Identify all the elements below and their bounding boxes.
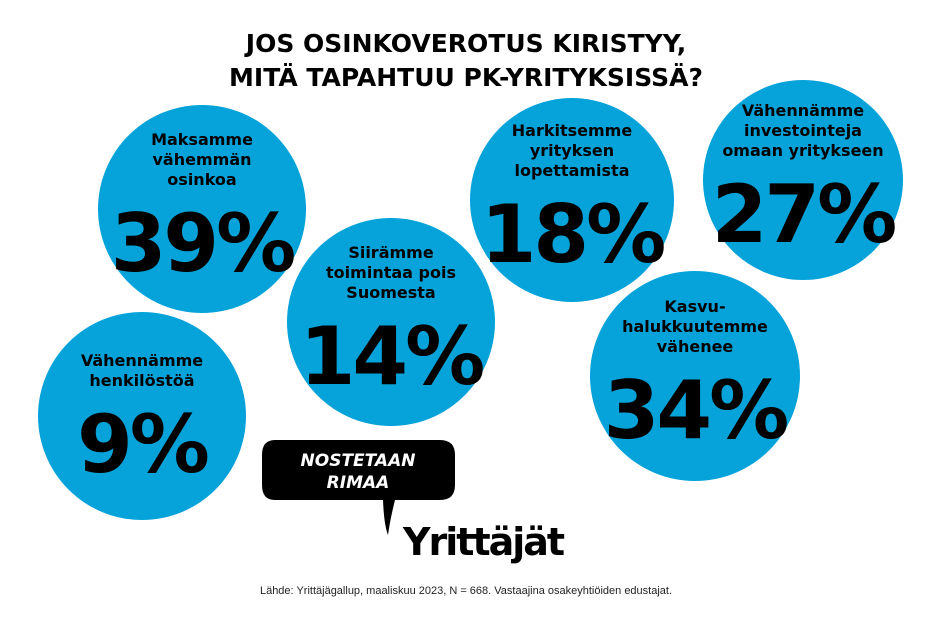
source-note: Lähde: Yrittäjägallup, maaliskuu 2023, N… [260, 585, 672, 597]
bubbles: Maksammevähemmänosinkoa39%Vähennämmehenk… [38, 80, 903, 520]
bubble-label: omaan yritykseen [722, 141, 883, 160]
logo: NOSTETAAN RIMAA Yrittäjät [262, 440, 567, 564]
bubble-value: 14% [300, 310, 483, 403]
speech-bubble-icon [262, 440, 455, 535]
logo-slogan-2: RIMAA [327, 473, 390, 493]
bubble-label: lopettamista [515, 161, 630, 180]
bubble-circle [287, 218, 495, 426]
bubble-circle [703, 80, 903, 280]
bubble-label: Vähennämme [81, 351, 203, 370]
bubble-label: vähenee [657, 337, 734, 356]
bubble-label: Siirämme [348, 243, 434, 262]
logo-brand: Yrittäjät [402, 520, 565, 564]
bubble-label: Harkitsemme [512, 121, 633, 140]
bubble-label: osinkoa [167, 170, 236, 189]
bubble-label: halukkuutemme [622, 317, 768, 336]
bubble-label: Vähennämme [742, 101, 864, 120]
bubble-circle [590, 271, 800, 481]
title-line-1: JOS OSINKOVEROTUS KIRISTYY, [244, 29, 686, 58]
bubble-label: Suomesta [346, 283, 435, 302]
bubble-circle [38, 312, 246, 520]
logo-slogan-1: NOSTETAAN [301, 451, 416, 471]
bubble-label: toimintaa pois [326, 263, 456, 282]
bubble-value: 9% [77, 398, 208, 491]
bubble-circle [98, 105, 306, 313]
title-line-2: MITÄ TAPAHTUU PK-YRITYKSISSÄ? [229, 62, 703, 92]
bubble-value: 18% [481, 188, 664, 281]
bubble-circle [470, 98, 674, 302]
bubble-label: vähemmän [153, 150, 252, 169]
bubble-label: Kasvu- [664, 297, 725, 316]
bubble-label: yrityksen [530, 141, 614, 160]
bubble-value: 27% [712, 168, 895, 261]
bubble-label: henkilöstöä [89, 371, 194, 390]
bubble-label: Maksamme [151, 130, 253, 149]
bubble-label: investointeja [744, 121, 862, 140]
bubble-value: 34% [604, 364, 787, 457]
bubble-value: 39% [111, 197, 294, 290]
